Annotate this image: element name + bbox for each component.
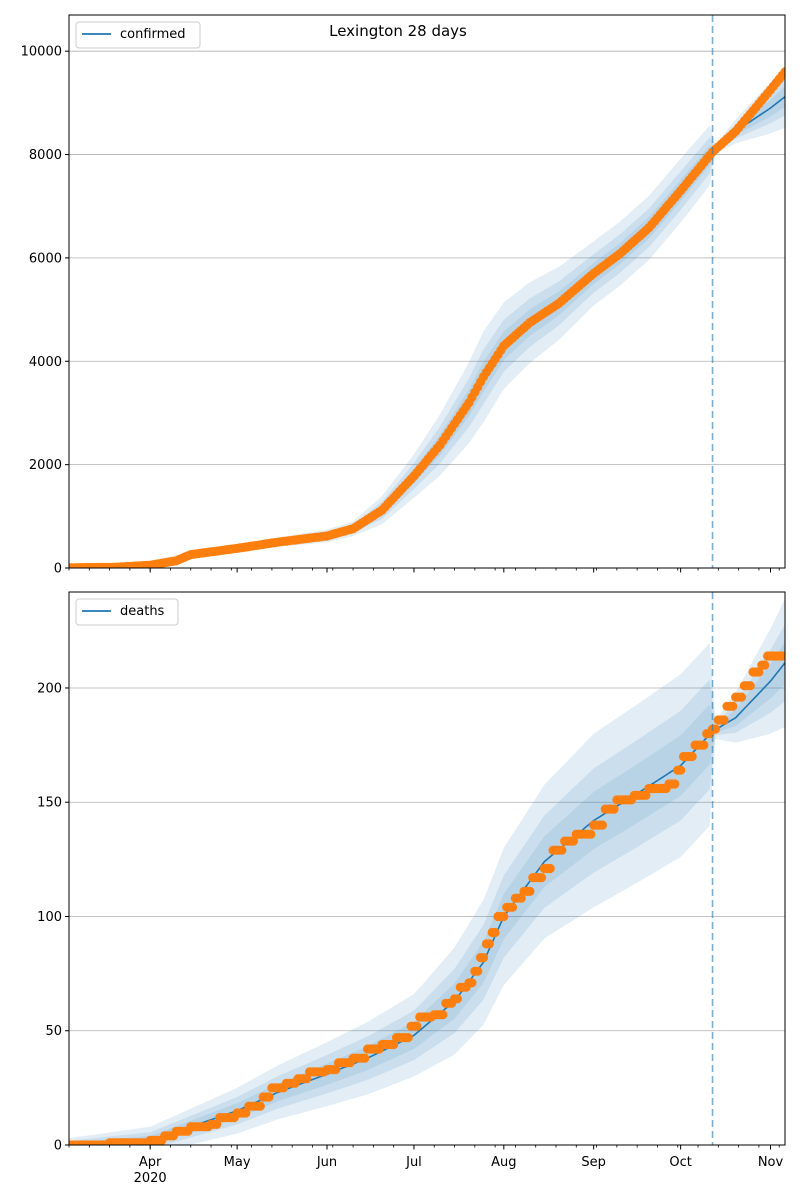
x-tick-label: Aug xyxy=(491,1155,516,1170)
observed-point xyxy=(255,1101,265,1111)
observed-point xyxy=(507,902,518,912)
y-tick-label: 100 xyxy=(37,910,62,925)
grid-lines xyxy=(69,50,785,466)
axes-frame xyxy=(68,14,786,569)
observed-point xyxy=(490,927,500,938)
x-tick-label: Jul xyxy=(405,1155,422,1170)
observed-point xyxy=(699,740,709,750)
observed-point xyxy=(568,836,579,846)
legend: deaths xyxy=(75,598,179,626)
uncertainty-band xyxy=(69,78,785,568)
observed-point xyxy=(331,1065,341,1075)
plot-area xyxy=(69,65,785,568)
observed-point xyxy=(536,873,547,883)
y-tick-label: 50 xyxy=(45,1024,62,1039)
observed-point xyxy=(609,804,619,814)
observed-point xyxy=(360,1053,370,1063)
observed-point xyxy=(438,1010,448,1020)
x-tick-label: Oct xyxy=(669,1155,691,1170)
observed-point xyxy=(719,715,729,725)
legend-box xyxy=(75,598,179,626)
observed-point xyxy=(264,1092,274,1102)
observed-point xyxy=(676,765,686,775)
observed-point xyxy=(728,701,738,711)
observed-point xyxy=(780,651,785,661)
observed-point xyxy=(525,886,535,897)
y-tick-label: 2000 xyxy=(29,458,62,473)
legend-label: confirmed xyxy=(120,27,186,42)
observed-point xyxy=(745,681,755,691)
legend-label: deaths xyxy=(120,604,165,619)
uncertainty-band xyxy=(69,65,785,568)
observed-point xyxy=(687,751,697,762)
observed-point xyxy=(467,978,477,988)
observed-point xyxy=(754,667,764,677)
observed-point xyxy=(389,1039,399,1050)
x-tick-label: May xyxy=(224,1155,251,1170)
x-year-label: 2020 xyxy=(134,1171,167,1186)
x-tick-label: Sep xyxy=(581,1155,606,1170)
y-tick-label: 150 xyxy=(37,796,62,811)
observed-point xyxy=(478,953,489,963)
grid-lines xyxy=(69,687,785,1032)
uncertainty-band xyxy=(69,624,785,1145)
observed-point xyxy=(736,692,747,702)
legend-box xyxy=(75,21,201,49)
axes-frame xyxy=(68,591,786,1146)
observed-point xyxy=(403,1033,413,1043)
y-tick-label: 6000 xyxy=(29,251,62,266)
observed-point xyxy=(760,660,770,670)
y-tick-label: 8000 xyxy=(29,148,62,163)
y-tick-label: 0 xyxy=(54,1139,62,1154)
observed-point xyxy=(452,994,462,1004)
deaths-panel: 0 50 100 150 200 Apr May Jun Jul Aug Sep Oct Nov 2020… xyxy=(37,591,786,1186)
observed-point xyxy=(597,820,608,830)
confirmed-panel: 0 2000 4000 6000 8000 10000 confirmed xyxy=(21,14,786,577)
observed-point xyxy=(557,845,567,855)
y-tick-label: 10000 xyxy=(21,45,62,60)
legend: confirmed xyxy=(75,21,201,49)
y-tick-label: 4000 xyxy=(29,355,62,370)
observed-point xyxy=(412,1021,422,1031)
x-tick-label: Nov xyxy=(758,1155,784,1170)
observed-points xyxy=(69,651,785,1145)
uncertainty-band xyxy=(69,598,785,1145)
observed-points xyxy=(69,67,785,568)
observed-point xyxy=(499,911,509,922)
x-tick-label: Jun xyxy=(316,1155,337,1170)
observed-point xyxy=(780,67,785,77)
figure-title: Lexington 28 days xyxy=(329,22,467,40)
observed-point xyxy=(545,863,555,874)
x-tick-label: Apr xyxy=(139,1155,162,1170)
y-tick-label: 0 xyxy=(54,562,62,577)
observed-point xyxy=(641,790,651,801)
observed-point xyxy=(586,829,596,839)
plot-area xyxy=(69,598,785,1145)
observed-point xyxy=(670,779,680,789)
y-tick-label: 200 xyxy=(37,681,62,696)
observed-point xyxy=(484,939,494,949)
observed-point xyxy=(473,966,483,976)
